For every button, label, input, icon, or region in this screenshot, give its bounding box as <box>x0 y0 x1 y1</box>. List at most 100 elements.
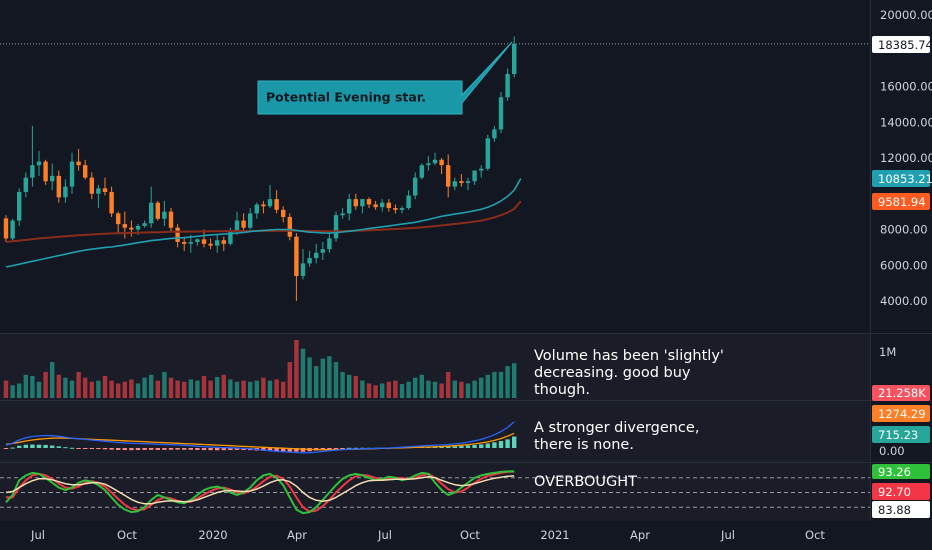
volume-bar <box>393 380 398 398</box>
stoch-d-badge-box <box>872 483 930 500</box>
volume-bar <box>10 385 15 398</box>
candle-body <box>30 165 35 178</box>
candle-body <box>10 220 15 239</box>
stochastic-k-line <box>5 470 515 515</box>
macd-histogram-bar <box>498 441 504 448</box>
candle-body <box>96 188 101 194</box>
time-axis-tick: Oct <box>805 528 825 542</box>
time-axis-tick: Apr <box>287 528 307 542</box>
macd-histogram-bar <box>182 448 187 450</box>
candle-body <box>195 239 200 243</box>
volume-bar <box>320 358 325 398</box>
candle-body <box>432 159 438 164</box>
volume-bar <box>274 379 279 398</box>
time-axis-bg[interactable] <box>0 521 932 550</box>
volume-bar <box>300 348 306 398</box>
candle-body <box>221 240 226 244</box>
volume-bar <box>406 381 411 398</box>
time-axis-tick: Jul <box>377 528 392 542</box>
candle-body <box>300 263 306 276</box>
candle-body <box>281 209 286 217</box>
macd-histogram-bar <box>485 443 490 448</box>
stochastic-third-line <box>5 475 515 505</box>
candle-body <box>149 202 154 224</box>
candle-body <box>182 242 187 244</box>
volume-bar <box>63 377 68 398</box>
macd-histogram-bar <box>129 448 134 451</box>
volume-bar <box>248 381 253 398</box>
macd-histogram-bar <box>465 445 471 448</box>
volume-bar <box>30 375 35 398</box>
macd-badge-box <box>872 405 930 422</box>
volume-bar <box>439 383 444 398</box>
macd-histogram-bar <box>439 446 444 448</box>
volume-bar <box>261 377 266 398</box>
macd-histogram-bar <box>333 448 339 449</box>
candle-body <box>340 213 345 216</box>
ma-slow-badge-box <box>872 193 930 210</box>
volume-bar <box>129 379 134 398</box>
ma-slow-badge-text: 9581.94 <box>878 195 926 209</box>
macd-histogram-bar <box>23 444 28 448</box>
candle-body <box>36 161 42 166</box>
volume-bar <box>36 381 42 398</box>
volume-bar <box>3 380 9 398</box>
macd-histogram-bar <box>492 442 497 448</box>
volume-bar <box>512 363 517 398</box>
macd-histogram-bar <box>116 448 121 450</box>
candle-body <box>439 159 444 166</box>
macd-histogram-bar <box>274 448 279 452</box>
volume-bar <box>347 374 352 398</box>
volume-bar <box>314 366 319 398</box>
macd-histogram-bar <box>36 444 42 448</box>
candle-body <box>241 220 246 228</box>
candle-body <box>208 243 213 246</box>
macd-pane[interactable] <box>0 401 870 462</box>
volume-bar <box>432 381 438 398</box>
candle-body <box>380 202 385 208</box>
stoch-third-badge-text: 83.88 <box>878 503 911 517</box>
volume-bar <box>366 383 372 398</box>
candle-body <box>135 225 141 230</box>
candle-body <box>69 161 75 187</box>
volume-bar <box>149 374 154 398</box>
volume-bar <box>109 380 114 398</box>
volume-note-line: Volume has been 'slightly' <box>534 348 724 364</box>
stoch-third-badge-box <box>872 501 930 518</box>
candle-body <box>333 215 339 239</box>
time-axis-tick: 2021 <box>540 528 569 542</box>
stoch-k-badge: 93.26 <box>872 464 930 479</box>
macd-histogram-bar <box>69 447 75 449</box>
stoch-d-badge-text: 92.70 <box>878 485 911 499</box>
price-pane[interactable] <box>0 0 870 333</box>
macd-histogram-bar <box>195 448 200 450</box>
macd-badge-text: 1274.29 <box>878 407 926 421</box>
volume-bar <box>122 381 127 398</box>
candle-body <box>498 97 504 130</box>
candle-body <box>109 191 114 214</box>
candle-body <box>17 191 22 221</box>
candle-body <box>102 188 108 192</box>
volume-bar <box>228 379 233 398</box>
price-axis-tick: 4000.00 <box>880 294 928 308</box>
macd-histogram-bar <box>261 448 266 451</box>
volume-bar <box>76 371 81 398</box>
volume-bar <box>413 377 418 398</box>
volume-bar <box>56 374 61 398</box>
volume-bar <box>234 381 240 398</box>
macd-histogram-bar <box>63 447 68 449</box>
macd-histogram-bar <box>320 448 325 450</box>
volume-badge-text: 21.258K <box>878 386 926 400</box>
candle-body <box>399 208 405 210</box>
candle-body <box>472 170 477 182</box>
macd-histogram-bar <box>221 448 226 451</box>
candle-body <box>43 161 48 182</box>
callout-text: Potential Evening star. <box>266 90 426 105</box>
annotation-callout[interactable]: Potential Evening star. <box>257 41 513 115</box>
volume-bar <box>135 383 141 398</box>
time-axis-tick: Apr <box>630 528 650 542</box>
candle-body <box>122 224 127 228</box>
macd-histogram-bar <box>512 436 517 448</box>
volume-bar <box>386 381 391 398</box>
